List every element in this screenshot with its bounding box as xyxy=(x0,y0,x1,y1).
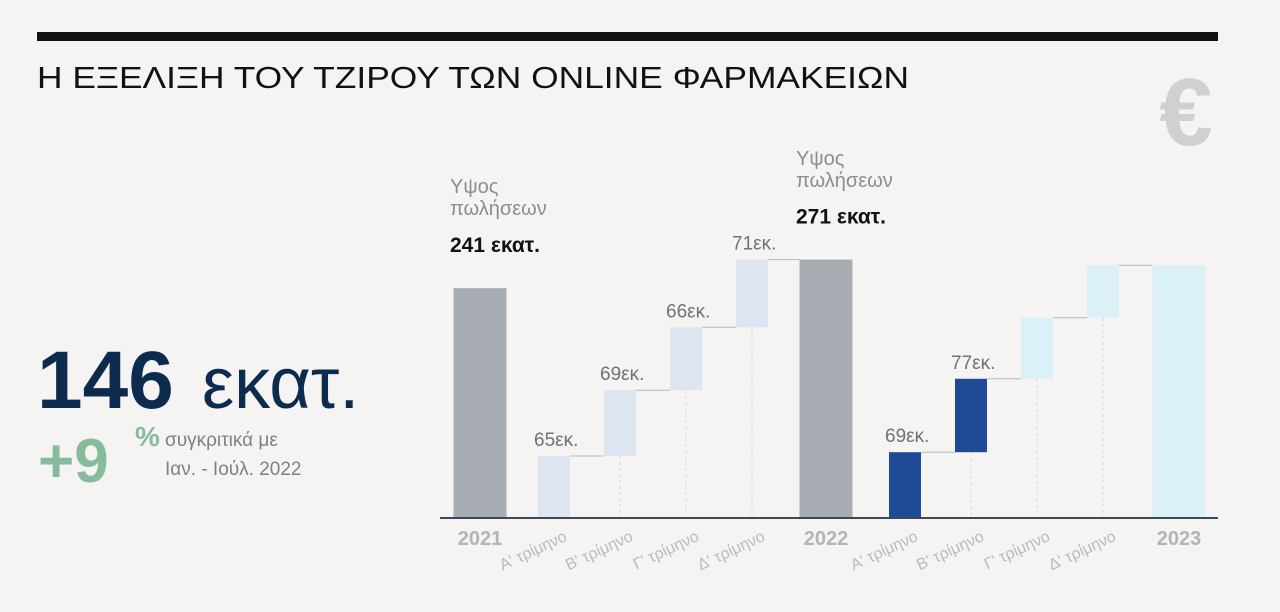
bar xyxy=(1152,265,1206,518)
title: Η ΕΞΕΛΙΞΗ ΤΟΥ ΤΖΙΡΟΥ ΤΩΝ ONLINE ΦΑΡΜΑΚΕΙ… xyxy=(37,60,909,95)
x-tick-label: 2023 xyxy=(1157,528,1202,550)
bar xyxy=(538,456,570,518)
x-tick-label: Β' τρίμηνο xyxy=(563,528,636,574)
bar xyxy=(1087,265,1119,318)
x-tick-label: Α' τρίμηνο xyxy=(848,528,921,574)
value-label: 69εκ. xyxy=(600,364,644,385)
top-rule xyxy=(37,32,1218,41)
x-tick-label: Δ' τρίμηνο xyxy=(1046,528,1119,574)
bar xyxy=(889,452,921,518)
kpi-change-unit: % xyxy=(135,421,160,452)
bar xyxy=(1021,317,1053,379)
value-label: 69εκ. xyxy=(885,426,929,447)
value-label: 71εκ. xyxy=(732,234,776,255)
plot: 241 εκατ. 2021 65εκ. Α' τρίμηνο 69εκ. Β' τρίμ… xyxy=(440,206,1218,574)
x-tick-label: Β' τρίμηνο xyxy=(914,528,987,574)
x-tick-label: 2022 xyxy=(804,528,849,550)
total-caption: Υψος πωλήσεων xyxy=(796,147,893,192)
bar xyxy=(604,390,636,457)
bar xyxy=(736,259,768,328)
bar xyxy=(955,378,987,453)
bar xyxy=(799,259,853,518)
value-label: 241 εκατ. xyxy=(450,234,540,257)
bar xyxy=(670,327,702,391)
kpi-note: συγκριτικά με xyxy=(165,430,278,451)
x-tick-label: Δ' τρίμηνο xyxy=(695,528,768,574)
x-tick-label: 2021 xyxy=(458,528,503,550)
value-label: 66εκ. xyxy=(666,301,710,322)
x-tick-label: Α' τρίμηνο xyxy=(497,528,570,574)
value-label: 65εκ. xyxy=(534,430,578,451)
bar xyxy=(453,288,507,518)
value-label: 271 εκατ. xyxy=(796,206,886,229)
value-label: 77εκ. xyxy=(951,353,995,374)
total-caption: Υψος πωλήσεων xyxy=(450,176,547,221)
x-tick-label: Γ' τρίμηνο xyxy=(631,528,702,573)
euro-icon: € xyxy=(1159,59,1212,166)
kpi-value: 146 xyxy=(37,335,174,426)
kpi-change: +9 xyxy=(38,427,109,496)
kpi-note: Ιαν. - Ιούλ. 2022 xyxy=(165,459,302,480)
kpi-unit: εκατ. xyxy=(202,344,359,424)
x-tick-label: Γ' τρίμηνο xyxy=(982,528,1053,573)
